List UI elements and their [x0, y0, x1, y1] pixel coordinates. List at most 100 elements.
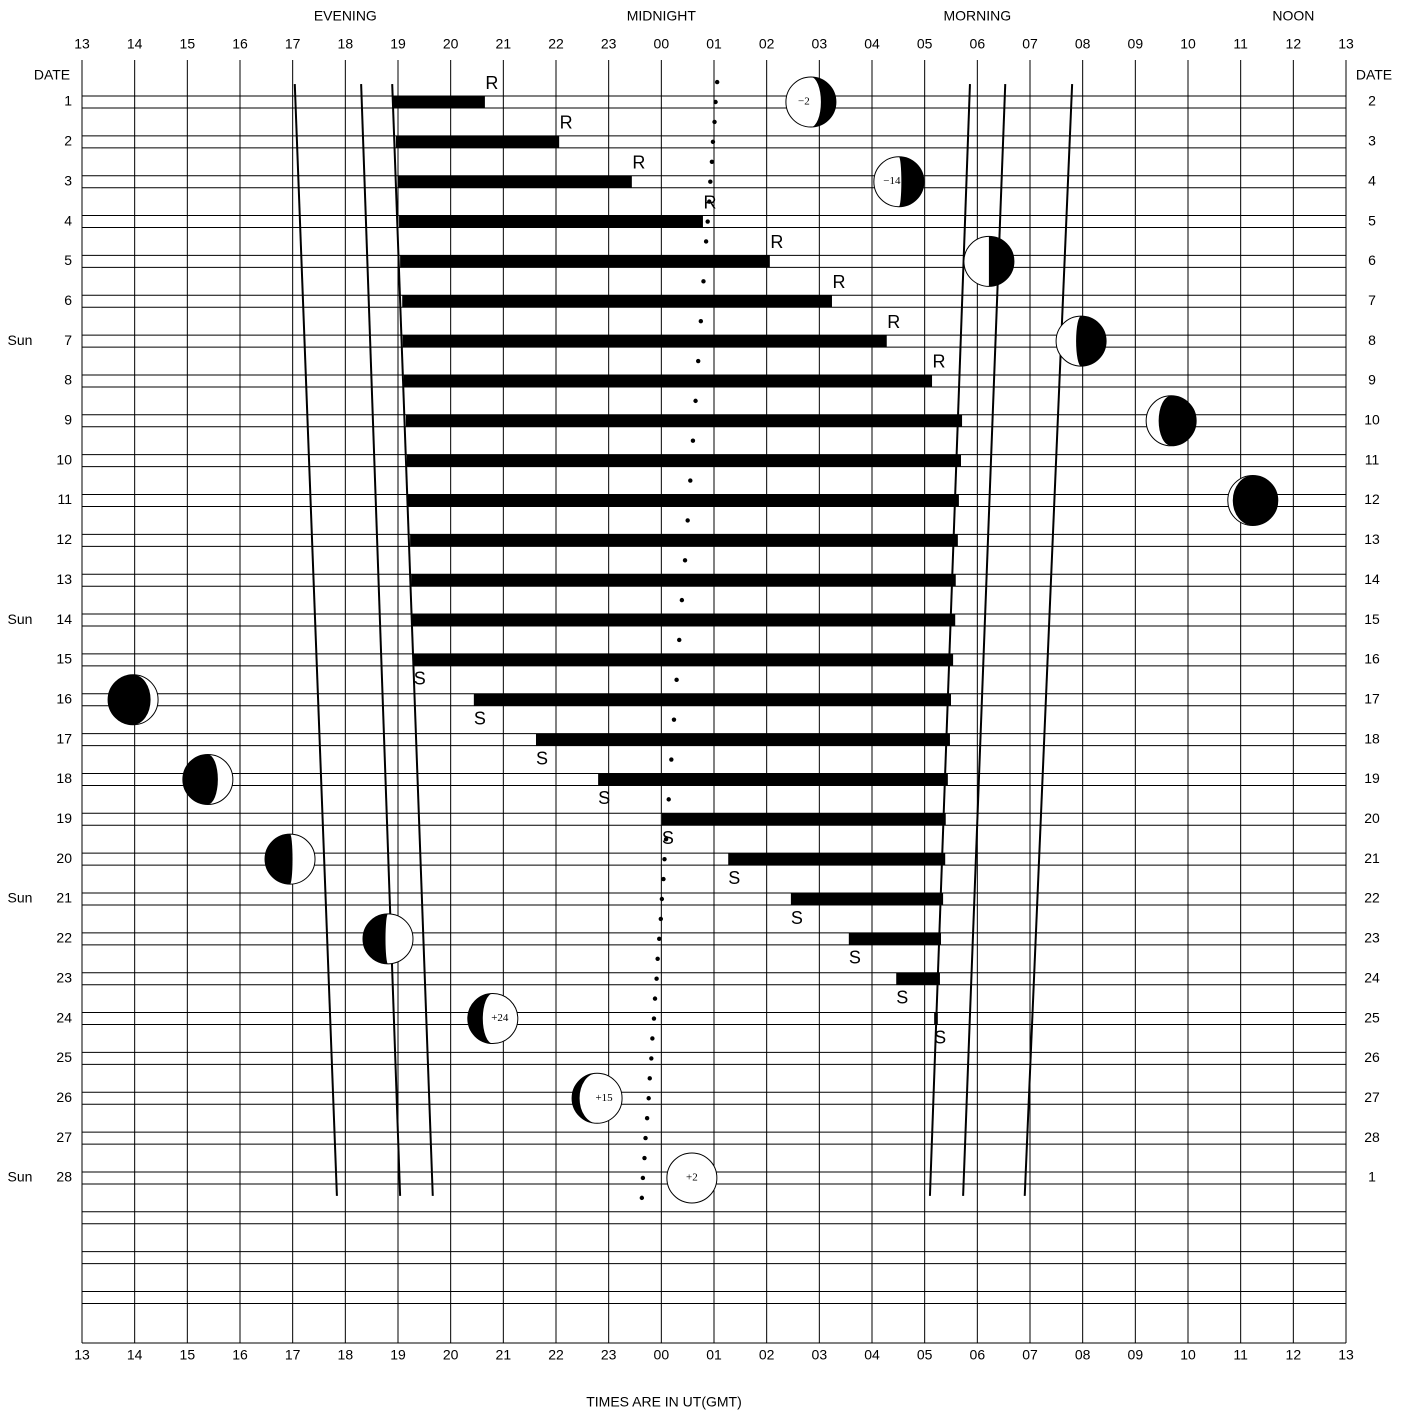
bar	[405, 414, 963, 427]
x-tick-label: 08	[1075, 1347, 1091, 1363]
bar	[411, 574, 956, 587]
transit-dot	[652, 996, 658, 1001]
bar	[399, 215, 703, 228]
x-tick-label: 18	[338, 36, 354, 52]
x-tick-label: 03	[812, 1347, 828, 1363]
date-label-right: 16	[1364, 651, 1380, 667]
date-label: 21	[56, 890, 72, 906]
x-tick-label: 13	[1338, 36, 1354, 52]
twilight-line	[391, 84, 434, 1196]
x-tick-label: 17	[285, 36, 301, 52]
date-label: 7	[64, 332, 72, 348]
x-tick-label: 20	[443, 1347, 459, 1363]
moon-shadow	[265, 834, 293, 885]
date-label-right: 12	[1364, 491, 1380, 507]
date-label-right: 7	[1368, 292, 1376, 308]
date-label: 18	[56, 770, 72, 786]
event-label: S	[414, 669, 426, 689]
event-label: R	[770, 232, 783, 252]
moon	[1227, 475, 1279, 526]
event-label: R	[703, 192, 716, 212]
date-label: 22	[56, 930, 72, 946]
bar	[412, 614, 956, 627]
x-tick-label: 07	[1022, 36, 1038, 52]
date-label-right: 5	[1368, 212, 1376, 228]
event-label: S	[662, 828, 674, 848]
transit-dot	[698, 318, 704, 324]
transit-dot	[639, 1195, 645, 1201]
transit-dot	[705, 219, 710, 224]
x-tick-label: 05	[917, 1347, 933, 1363]
moon: +2	[666, 1152, 718, 1204]
moon	[362, 913, 414, 965]
moon-shadow	[988, 236, 1014, 287]
x-tick-label: 07	[1022, 1347, 1038, 1363]
twilight-line	[1023, 84, 1074, 1196]
bar	[413, 653, 954, 666]
x-tick-label: 06	[970, 36, 986, 52]
date-label: 8	[64, 372, 72, 388]
weekday-label: Sun	[8, 890, 33, 906]
transit-dot	[690, 438, 696, 443]
x-tick-label: 21	[496, 36, 512, 52]
transit-dot	[682, 558, 688, 563]
transit-dot	[640, 1175, 646, 1181]
transit-dot	[644, 1115, 650, 1121]
date-label: 4	[64, 212, 72, 228]
moon-label: −14	[883, 175, 901, 187]
x-tick-label: 04	[864, 1347, 880, 1363]
date-label: 23	[56, 969, 72, 985]
x-tick-label: 22	[548, 1347, 564, 1363]
x-tick-label: 10	[1180, 36, 1196, 52]
transit-dot	[669, 757, 674, 762]
x-axis-title: TIMES ARE IN UT(GMT)	[586, 1394, 742, 1410]
period-label: NOON	[1272, 8, 1314, 24]
date-label-right: 19	[1364, 770, 1380, 786]
bar	[410, 534, 958, 547]
period-label: MORNING	[943, 8, 1011, 24]
date-label: 15	[56, 651, 72, 667]
date-header: DATE	[1356, 67, 1392, 83]
date-label: 10	[56, 451, 72, 467]
event-label: S	[598, 788, 610, 808]
x-tick-label: 14	[127, 36, 143, 52]
x-tick-label: 16	[232, 1347, 248, 1363]
bar	[402, 335, 887, 348]
date-label-right: 28	[1364, 1129, 1380, 1145]
moon: +24	[467, 993, 519, 1045]
event-label: S	[896, 987, 908, 1007]
date-label: 3	[64, 172, 72, 188]
date-label-right: 23	[1364, 930, 1380, 946]
moon	[264, 833, 316, 885]
date-label: 6	[64, 292, 72, 308]
transit-dot	[662, 856, 667, 862]
transit-dot	[685, 518, 690, 523]
date-label-right: 6	[1368, 252, 1376, 268]
moon: −14	[873, 156, 925, 208]
x-tick-label: 11	[1233, 36, 1248, 52]
transit-dot	[657, 936, 662, 942]
date-label: 16	[56, 690, 72, 706]
moon-shadow	[182, 754, 218, 805]
bar	[661, 813, 946, 826]
x-tick-label: 02	[759, 36, 775, 52]
transit-dot	[649, 1056, 654, 1061]
date-label: 17	[56, 730, 72, 746]
moon	[1055, 315, 1107, 367]
moon-shadow	[572, 1073, 598, 1124]
transit-dot	[710, 139, 716, 145]
date-label: 2	[64, 133, 72, 149]
x-tick-label: 14	[127, 1347, 143, 1363]
date-label: 14	[56, 611, 72, 627]
twilight-line	[360, 84, 402, 1196]
x-tick-label: 19	[390, 1347, 406, 1363]
event-label: S	[849, 948, 861, 968]
weekday-label: Sun	[8, 1169, 33, 1185]
x-tick-label: 00	[654, 36, 670, 52]
transit-dot	[655, 956, 660, 961]
date-label: 12	[56, 531, 72, 547]
transit-dot	[703, 239, 709, 244]
moon-label: +15	[595, 1092, 613, 1104]
x-tick-label: 01	[706, 36, 722, 52]
bar	[535, 733, 950, 746]
